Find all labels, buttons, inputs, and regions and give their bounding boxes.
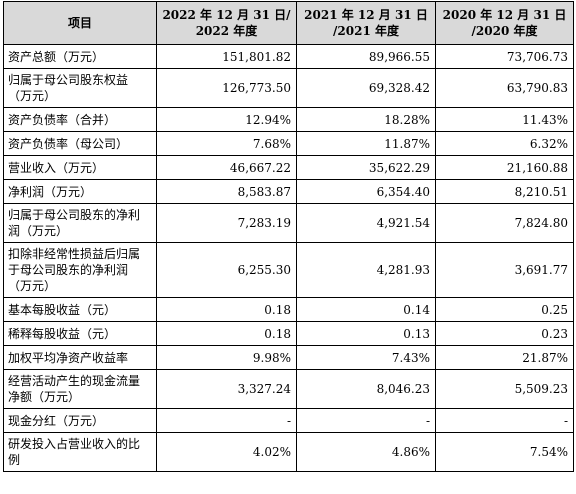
- row-label: 营业收入（万元）: [3, 155, 157, 180]
- header-2022: 2022 年 12 月 31 日/ 2022 年度: [156, 1, 297, 45]
- row-label: 稀释每股收益（元）: [3, 321, 157, 346]
- row-label: 归属于母公司股东权益（万元）: [3, 68, 157, 108]
- table-row: 营业收入（万元） 46,667.22 35,622.29 21,160.88: [3, 155, 574, 180]
- row-label: 扣除非经常性损益后归属于母公司股东的净利润（万元）: [3, 242, 157, 298]
- cell-2021: 89,966.55: [296, 44, 436, 69]
- cell-2022: 6,255.30: [156, 242, 297, 298]
- row-label: 基本每股收益（元）: [3, 297, 157, 322]
- row-label: 资产负债率（合并）: [3, 107, 157, 132]
- cell-2020: 8,210.51: [435, 179, 574, 204]
- table-row: 归属于母公司股东的净利润（万元） 7,283.19 4,921.54 7,824…: [3, 203, 574, 243]
- cell-2022: 7.68%: [156, 131, 297, 156]
- header-row: 项目 2022 年 12 月 31 日/ 2022 年度 2021 年 12 月…: [3, 1, 574, 45]
- row-label: 归属于母公司股东的净利润（万元）: [3, 203, 157, 243]
- table-row: 基本每股收益（元） 0.18 0.14 0.25: [3, 297, 574, 322]
- cell-2020: 73,706.73: [435, 44, 574, 69]
- cell-2020: 0.23: [435, 321, 574, 346]
- cell-2021: 0.14: [296, 297, 436, 322]
- row-label: 现金分红（万元）: [3, 408, 157, 433]
- cell-2021: 4.86%: [296, 432, 436, 472]
- cell-2022: 12.94%: [156, 107, 297, 132]
- cell-2022: 151,801.82: [156, 44, 297, 69]
- cell-2020: 3,691.77: [435, 242, 574, 298]
- table-row: 资产负债率（合并） 12.94% 18.28% 11.43%: [3, 107, 574, 132]
- cell-2022: 0.18: [156, 321, 297, 346]
- cell-2021: 6,354.40: [296, 179, 436, 204]
- table-row: 经营活动产生的现金流量净额（万元） 3,327.24 8,046.23 5,50…: [3, 369, 574, 409]
- table-row: 稀释每股收益（元） 0.18 0.13 0.23: [3, 321, 574, 346]
- cell-2020: 21,160.88: [435, 155, 574, 180]
- row-label: 加权平均净资产收益率: [3, 345, 157, 370]
- row-label: 资产总额（万元）: [3, 44, 157, 69]
- row-label: 净利润（万元）: [3, 179, 157, 204]
- cell-2021: 69,328.42: [296, 68, 436, 108]
- financial-data-table: 项目 2022 年 12 月 31 日/ 2022 年度 2021 年 12 月…: [3, 1, 574, 472]
- cell-2020: 6.32%: [435, 131, 574, 156]
- row-label: 研发投入占营业收入的比例: [3, 432, 157, 472]
- cell-2022: 3,327.24: [156, 369, 297, 409]
- table-row: 现金分红（万元） - - -: [3, 408, 574, 433]
- table-row: 资产负债率（母公司） 7.68% 11.87% 6.32%: [3, 131, 574, 156]
- table-row: 加权平均净资产收益率 9.98% 7.43% 21.87%: [3, 345, 574, 370]
- cell-2021: 11.87%: [296, 131, 436, 156]
- table-row: 扣除非经常性损益后归属于母公司股东的净利润（万元） 6,255.30 4,281…: [3, 242, 574, 298]
- table-row: 归属于母公司股东权益（万元） 126,773.50 69,328.42 63,7…: [3, 68, 574, 108]
- cell-2020: 7,824.80: [435, 203, 574, 243]
- cell-2022: 46,667.22: [156, 155, 297, 180]
- cell-2021: 8,046.23: [296, 369, 436, 409]
- header-item: 项目: [3, 1, 157, 45]
- cell-2022: 7,283.19: [156, 203, 297, 243]
- cell-2020: 5,509.23: [435, 369, 574, 409]
- cell-2020: -: [435, 408, 574, 433]
- cell-2021: 4,281.93: [296, 242, 436, 298]
- cell-2020: 0.25: [435, 297, 574, 322]
- cell-2020: 21.87%: [435, 345, 574, 370]
- table-row: 研发投入占营业收入的比例 4.02% 4.86% 7.54%: [3, 432, 574, 472]
- cell-2021: 7.43%: [296, 345, 436, 370]
- cell-2020: 11.43%: [435, 107, 574, 132]
- cell-2021: 0.13: [296, 321, 436, 346]
- cell-2022: 126,773.50: [156, 68, 297, 108]
- header-2021: 2021 年 12 月 31 日 /2021 年度: [296, 1, 436, 45]
- cell-2020: 63,790.83: [435, 68, 574, 108]
- header-2020: 2020 年 12 月 31 日 /2020 年度: [435, 1, 574, 45]
- table-row: 资产总额（万元） 151,801.82 89,966.55 73,706.73: [3, 44, 574, 69]
- cell-2022: 8,583.87: [156, 179, 297, 204]
- cell-2022: 0.18: [156, 297, 297, 322]
- row-label: 经营活动产生的现金流量净额（万元）: [3, 369, 157, 409]
- cell-2020: 7.54%: [435, 432, 574, 472]
- cell-2021: 18.28%: [296, 107, 436, 132]
- cell-2022: -: [156, 408, 297, 433]
- cell-2021: 4,921.54: [296, 203, 436, 243]
- row-label: 资产负债率（母公司）: [3, 131, 157, 156]
- cell-2021: 35,622.29: [296, 155, 436, 180]
- cell-2022: 9.98%: [156, 345, 297, 370]
- table-row: 净利润（万元） 8,583.87 6,354.40 8,210.51: [3, 179, 574, 204]
- cell-2021: -: [296, 408, 436, 433]
- cell-2022: 4.02%: [156, 432, 297, 472]
